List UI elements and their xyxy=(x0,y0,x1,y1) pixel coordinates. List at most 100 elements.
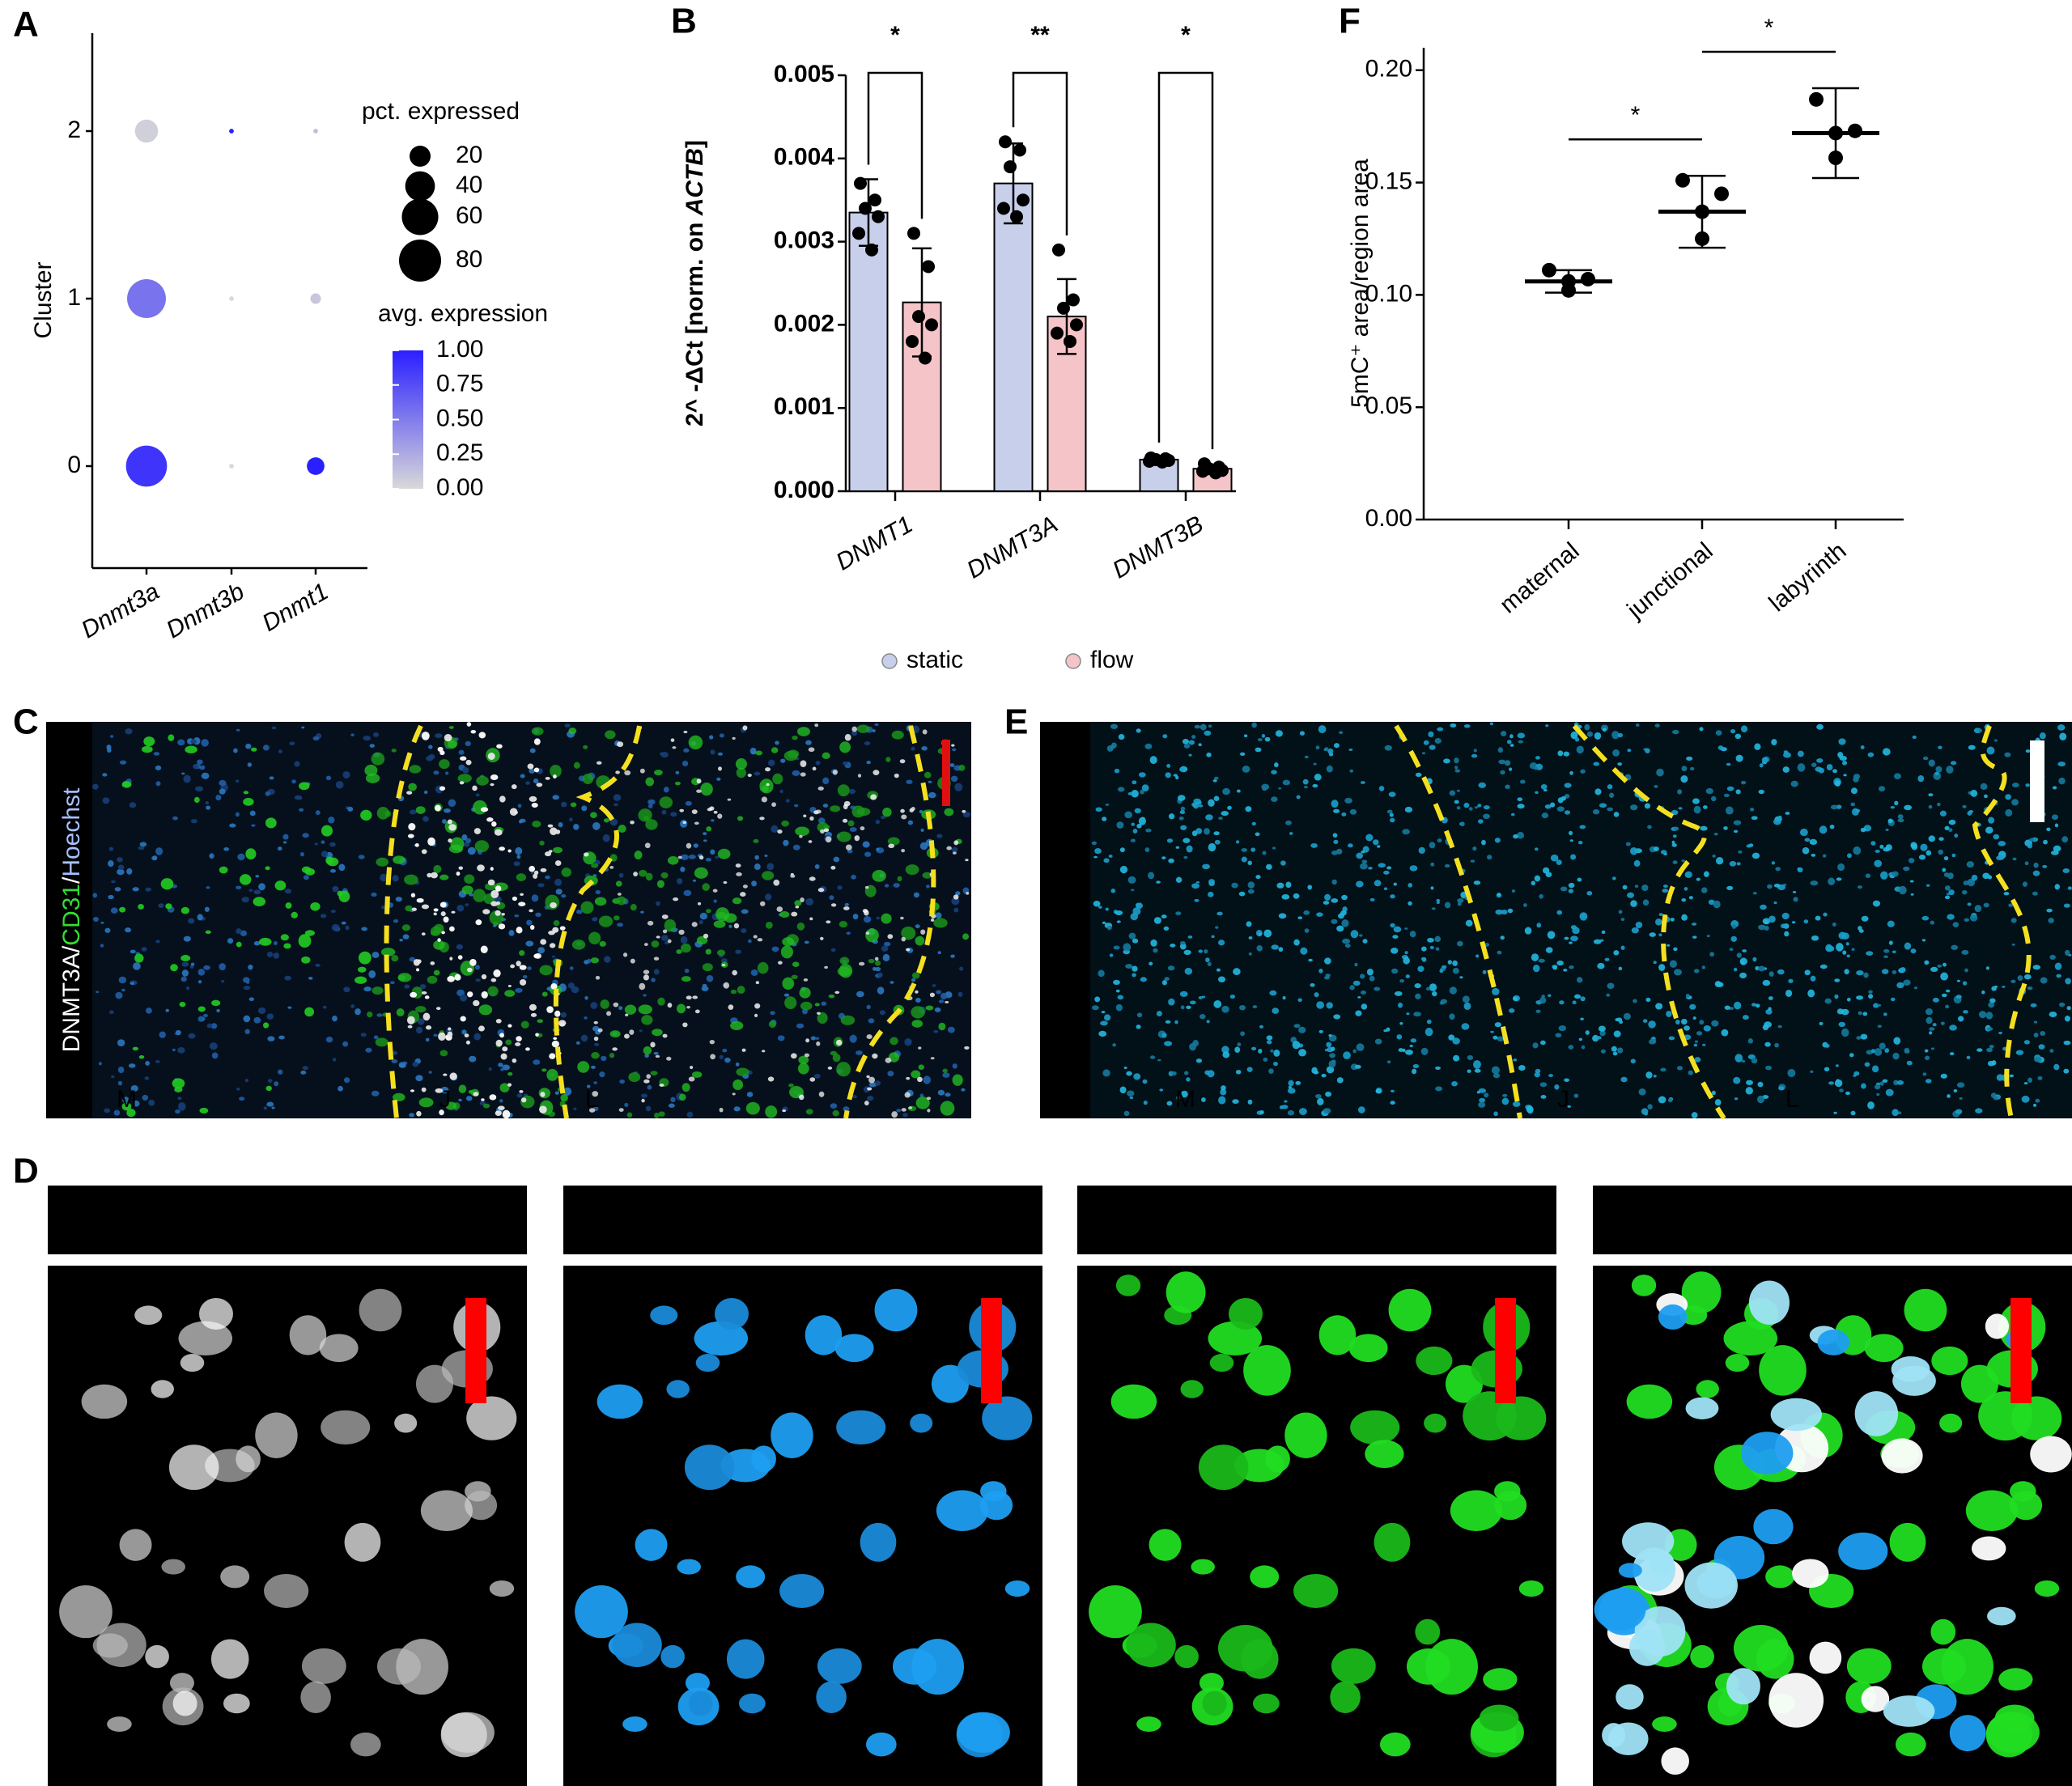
cell xyxy=(1929,1031,1933,1035)
cell xyxy=(1676,1066,1684,1071)
cell xyxy=(1900,967,1906,973)
cell xyxy=(1903,979,1911,986)
cell xyxy=(1361,851,1365,854)
cell xyxy=(551,1040,559,1048)
cell xyxy=(796,922,805,931)
cell xyxy=(375,1037,388,1047)
cell xyxy=(1726,885,1734,891)
cell xyxy=(1672,729,1679,735)
cell xyxy=(1812,839,1817,843)
cell xyxy=(539,965,553,976)
cell xyxy=(1762,918,1771,925)
cell xyxy=(868,958,875,964)
cell xyxy=(1733,1001,1742,1010)
region-boundary xyxy=(1572,724,1726,1120)
cell xyxy=(659,796,673,808)
cell xyxy=(236,1088,240,1091)
cell xyxy=(600,999,609,1009)
cell xyxy=(329,868,336,873)
cell xyxy=(409,957,415,962)
cell xyxy=(858,961,865,966)
cell xyxy=(834,1334,874,1363)
cell xyxy=(195,786,204,792)
cell xyxy=(1878,786,1886,792)
cell xyxy=(498,1063,503,1067)
cell xyxy=(473,889,486,902)
cell xyxy=(2033,1033,2039,1037)
cell xyxy=(1540,783,1548,790)
cell xyxy=(1577,977,1583,983)
cell xyxy=(1179,991,1188,997)
cell xyxy=(1735,754,1743,762)
cell xyxy=(1631,927,1639,934)
cell xyxy=(1634,1606,1686,1657)
cell xyxy=(1993,834,2000,840)
cell xyxy=(2030,1003,2037,1008)
cell xyxy=(885,1057,892,1063)
dot xyxy=(307,457,325,475)
legend-marker xyxy=(881,653,898,669)
cell xyxy=(1191,735,1196,739)
cell xyxy=(1128,932,1136,940)
cell xyxy=(1386,866,1392,870)
cell xyxy=(1824,1067,1830,1071)
cell xyxy=(648,799,656,805)
cell xyxy=(905,864,919,876)
cell xyxy=(1258,1049,1263,1054)
cell xyxy=(1251,722,1257,728)
cell xyxy=(891,730,904,740)
cell xyxy=(1938,745,1942,749)
cell xyxy=(1688,1070,1694,1075)
cell xyxy=(2059,732,2067,741)
cell xyxy=(1383,1029,1388,1033)
cell xyxy=(921,746,928,751)
cell xyxy=(825,836,832,843)
cell xyxy=(481,1098,485,1101)
cell xyxy=(1564,783,1572,788)
cell xyxy=(696,935,708,945)
cell xyxy=(1612,749,1620,757)
cell xyxy=(117,868,125,876)
cell xyxy=(911,972,920,979)
data-point xyxy=(1010,210,1023,223)
cell xyxy=(646,1074,652,1079)
cell xyxy=(1240,1031,1245,1037)
cell xyxy=(928,780,932,783)
cell xyxy=(2058,1002,2066,1008)
cell xyxy=(882,953,890,962)
cell xyxy=(119,1529,152,1561)
cell xyxy=(685,1673,710,1693)
size-legend-label: 60 xyxy=(456,202,482,229)
cell xyxy=(246,981,250,984)
cell xyxy=(271,726,277,730)
cell xyxy=(639,1029,643,1033)
cell xyxy=(591,863,599,868)
cell xyxy=(617,741,624,748)
cell xyxy=(1764,1021,1773,1028)
cell xyxy=(1751,852,1760,859)
cell xyxy=(624,1004,637,1015)
cell xyxy=(808,840,813,843)
cell xyxy=(1866,951,1874,956)
cell xyxy=(713,899,717,903)
cell xyxy=(1998,841,2006,846)
cell xyxy=(347,806,354,812)
cell xyxy=(391,1058,398,1064)
cell xyxy=(1478,1088,1487,1093)
cell xyxy=(359,1288,402,1332)
cell xyxy=(243,986,251,991)
cell xyxy=(952,748,957,752)
cell xyxy=(1297,998,1302,1003)
cell xyxy=(1846,997,1851,1002)
cell xyxy=(1781,912,1790,920)
cell xyxy=(244,1029,250,1034)
cell xyxy=(765,1105,778,1118)
cell xyxy=(223,846,229,851)
cell xyxy=(459,781,465,785)
cell xyxy=(271,1106,275,1109)
cell xyxy=(761,796,768,803)
cell xyxy=(2049,1011,2057,1018)
cell xyxy=(206,805,211,810)
cell xyxy=(1170,1071,1177,1076)
cell xyxy=(1578,1037,1583,1041)
